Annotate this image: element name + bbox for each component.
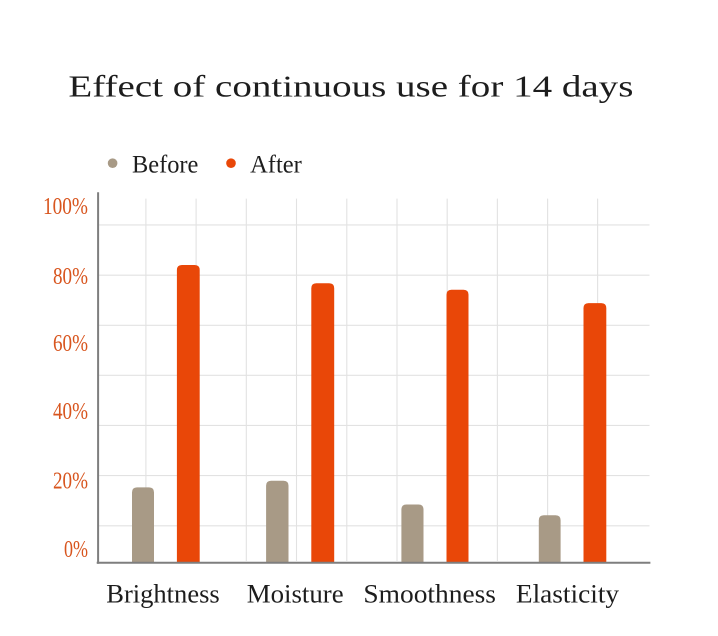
svg-text:After: After — [250, 150, 302, 179]
svg-text:100%: 100% — [43, 194, 88, 220]
svg-text:Moisture: Moisture — [247, 579, 344, 608]
svg-text:Before: Before — [132, 150, 198, 179]
svg-text:20%: 20% — [53, 468, 88, 494]
svg-text:Effect of continuous use for 1: Effect of continuous use for 14 days — [68, 69, 633, 103]
svg-text:Elasticity: Elasticity — [516, 579, 619, 608]
svg-text:40%: 40% — [53, 399, 88, 425]
svg-text:80%: 80% — [53, 264, 88, 290]
svg-text:60%: 60% — [53, 331, 88, 357]
svg-text:Brightness: Brightness — [106, 579, 220, 608]
svg-text:Smoothness: Smoothness — [363, 579, 496, 608]
svg-text:0%: 0% — [64, 537, 88, 563]
